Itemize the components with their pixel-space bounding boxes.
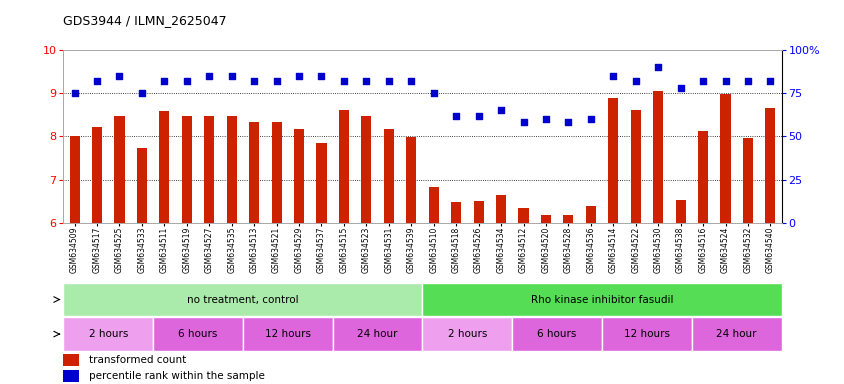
Text: 6 hours: 6 hours (537, 329, 576, 339)
Bar (69, 136, 79, 223)
Bar (361, 116, 371, 223)
Point (180, 78, 193, 84)
Bar (63, 370, 79, 382)
Point (203, 73, 216, 79)
Text: 12 hours: 12 hours (264, 329, 311, 339)
Point (494, 108, 507, 114)
Bar (294, 129, 304, 223)
Bar (691, 318, 781, 351)
Text: 2 hours: 2 hours (89, 329, 127, 339)
Point (225, 73, 238, 79)
Point (449, 113, 463, 119)
Bar (226, 116, 236, 223)
Bar (720, 94, 730, 223)
Text: percentile rank within the sample: percentile rank within the sample (89, 371, 264, 381)
Bar (585, 206, 595, 223)
Point (381, 78, 395, 84)
Point (740, 78, 754, 84)
Bar (63, 354, 79, 366)
Text: GDS3944 / ILMN_2625047: GDS3944 / ILMN_2625047 (63, 14, 227, 27)
Bar (316, 143, 326, 223)
Bar (422, 283, 781, 316)
Point (90, 78, 104, 84)
Point (337, 78, 350, 84)
Point (718, 78, 732, 84)
Point (471, 113, 484, 119)
Point (517, 119, 530, 126)
Bar (511, 318, 601, 351)
Bar (608, 98, 618, 223)
Bar (422, 318, 511, 351)
Bar (271, 122, 281, 223)
Bar (601, 318, 691, 351)
Point (360, 78, 373, 84)
Bar (153, 318, 243, 351)
Point (561, 119, 575, 126)
Point (68, 90, 81, 96)
Point (628, 78, 641, 84)
Bar (114, 116, 124, 223)
Bar (92, 127, 102, 223)
Point (695, 78, 709, 84)
Bar (137, 149, 147, 223)
Bar (495, 195, 506, 223)
Text: 24 hour: 24 hour (357, 329, 398, 339)
Bar (406, 137, 416, 223)
Point (763, 78, 776, 84)
Bar (697, 131, 707, 223)
Bar (451, 202, 461, 223)
Text: 6 hours: 6 hours (178, 329, 218, 339)
Point (269, 78, 283, 84)
Point (112, 73, 126, 79)
Point (314, 73, 327, 79)
Point (247, 78, 261, 84)
Text: no treatment, control: no treatment, control (187, 295, 299, 305)
Point (651, 64, 664, 70)
Text: 24 hour: 24 hour (716, 329, 756, 339)
Bar (249, 122, 259, 223)
Bar (563, 215, 573, 223)
Bar (652, 91, 663, 223)
Bar (428, 187, 438, 223)
Point (135, 90, 149, 96)
Point (158, 78, 171, 84)
Bar (630, 109, 640, 223)
Bar (63, 318, 153, 351)
Point (404, 78, 418, 84)
Point (292, 73, 306, 79)
Bar (63, 283, 422, 316)
Point (606, 73, 619, 79)
Bar (742, 139, 752, 223)
Bar (518, 208, 528, 223)
Bar (204, 116, 214, 223)
Point (538, 116, 552, 122)
Text: 2 hours: 2 hours (447, 329, 486, 339)
Text: transformed count: transformed count (89, 355, 186, 365)
Bar (338, 111, 349, 223)
Point (583, 116, 597, 122)
Bar (160, 111, 170, 223)
Text: 12 hours: 12 hours (623, 329, 669, 339)
Text: Rho kinase inhibitor fasudil: Rho kinase inhibitor fasudil (530, 295, 673, 305)
Point (426, 90, 440, 96)
Bar (473, 201, 483, 223)
Bar (674, 200, 684, 223)
Bar (765, 108, 775, 223)
Bar (181, 116, 192, 223)
Point (673, 85, 686, 91)
Bar (540, 215, 550, 223)
Bar (333, 318, 422, 351)
Bar (383, 129, 393, 223)
Bar (243, 318, 333, 351)
